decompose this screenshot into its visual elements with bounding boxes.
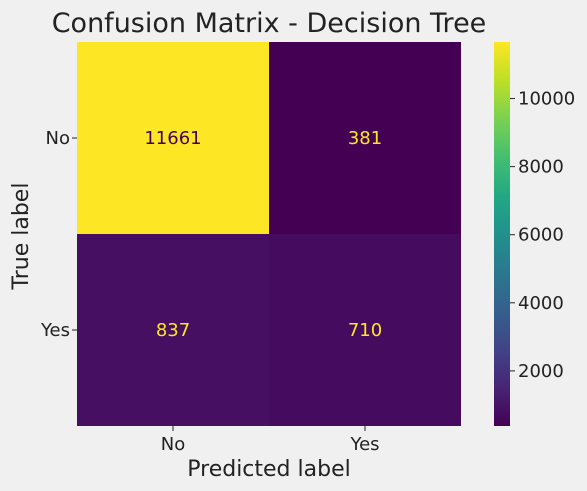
colorbar [494, 42, 510, 426]
heatmap-cells: 11661 381 837 710 [77, 42, 461, 426]
x-axis-label: Predicted label [187, 457, 350, 482]
y-axis-label: True label [9, 183, 34, 291]
y-tick-label: No [46, 128, 70, 149]
colorbar-tick-label: 2000 [518, 361, 564, 382]
colorbar-tick-label: 10000 [518, 89, 575, 110]
y-tick-label: Yes [40, 320, 70, 341]
cell-value-label: 710 [348, 320, 382, 341]
x-tick-label: Yes [349, 434, 379, 455]
colorbar-tick-label: 4000 [518, 293, 564, 314]
x-tick-label: No [161, 434, 185, 455]
cell-value-label: 381 [348, 128, 382, 149]
chart-title: Confusion Matrix - Decision Tree [52, 8, 487, 39]
colorbar-tick-label: 8000 [518, 157, 564, 178]
colorbar-ticks: 2000 4000 6000 8000 10000 [510, 89, 575, 382]
cell-value-label: 837 [156, 320, 190, 341]
x-axis-ticks: No Yes [161, 426, 380, 455]
y-axis-ticks: No Yes [40, 128, 77, 341]
cell-value-label: 11661 [144, 128, 201, 149]
colorbar-tick-label: 6000 [518, 225, 564, 246]
